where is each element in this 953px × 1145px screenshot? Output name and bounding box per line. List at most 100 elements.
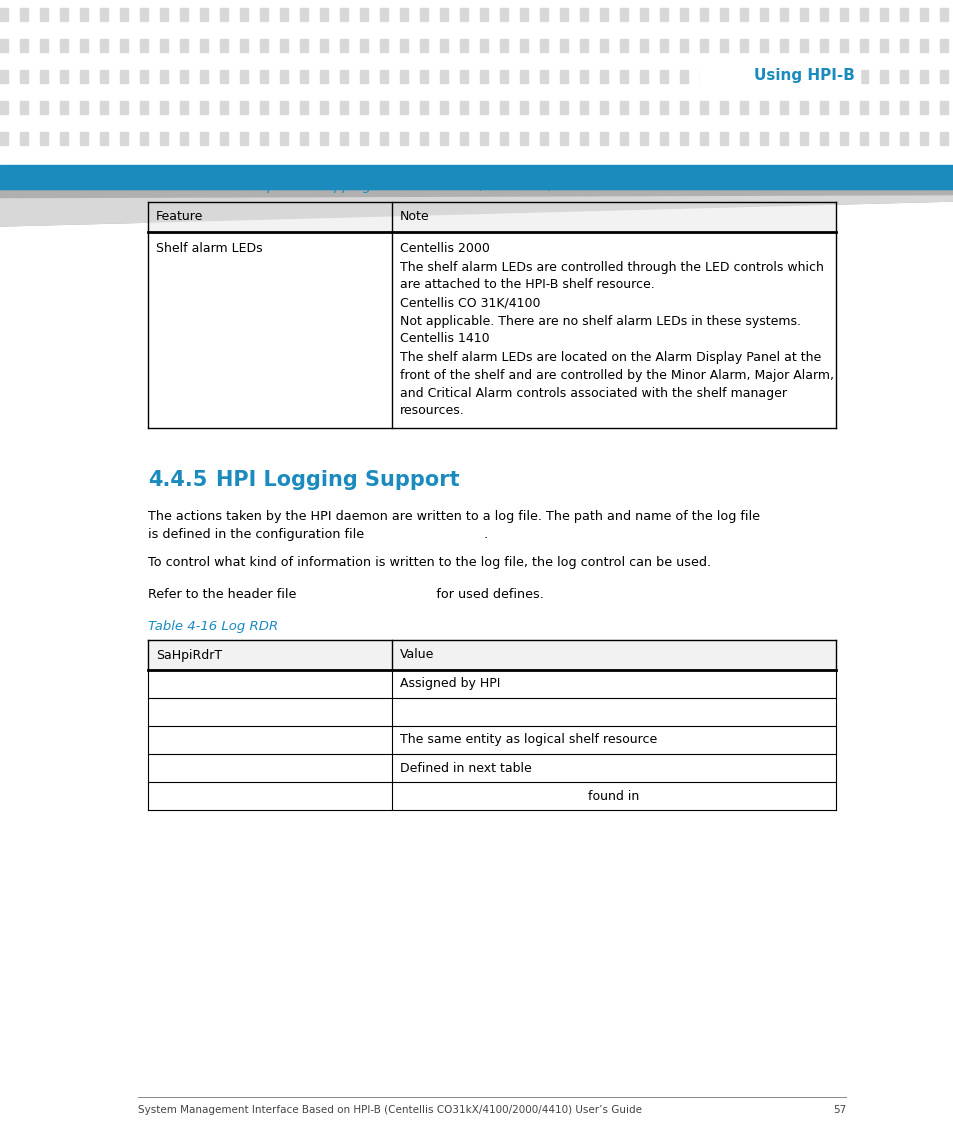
- Bar: [740, 39, 747, 52]
- Bar: [659, 8, 667, 21]
- Bar: [720, 70, 727, 82]
- Bar: [539, 132, 547, 145]
- Text: Using HPI-B: Using HPI-B: [753, 68, 854, 82]
- Bar: [619, 8, 627, 21]
- Bar: [180, 132, 188, 145]
- Bar: [0, 132, 8, 145]
- Bar: [780, 8, 787, 21]
- Bar: [20, 39, 28, 52]
- Bar: [359, 101, 368, 114]
- Bar: [439, 132, 448, 145]
- Bar: [899, 70, 907, 82]
- Bar: [319, 132, 328, 145]
- Bar: [339, 70, 348, 82]
- Bar: [679, 39, 687, 52]
- Bar: [319, 39, 328, 52]
- Bar: [559, 132, 567, 145]
- Bar: [820, 132, 827, 145]
- Bar: [120, 39, 128, 52]
- Bar: [100, 70, 108, 82]
- Text: SaHpiRdrT: SaHpiRdrT: [156, 648, 222, 662]
- Bar: [439, 8, 448, 21]
- Bar: [559, 101, 567, 114]
- Bar: [840, 132, 847, 145]
- Text: Table 4-15 Shelf-Specific Mapping of HPI Controls (continued): Table 4-15 Shelf-Specific Mapping of HPI…: [148, 180, 554, 194]
- Bar: [559, 70, 567, 82]
- Bar: [459, 101, 468, 114]
- Bar: [399, 70, 408, 82]
- Bar: [459, 70, 468, 82]
- Bar: [220, 101, 228, 114]
- Bar: [519, 39, 527, 52]
- Bar: [120, 101, 128, 114]
- Bar: [599, 101, 607, 114]
- Bar: [740, 132, 747, 145]
- Bar: [499, 8, 507, 21]
- Bar: [720, 132, 727, 145]
- Bar: [740, 101, 747, 114]
- Bar: [659, 132, 667, 145]
- Bar: [859, 132, 867, 145]
- Bar: [60, 39, 68, 52]
- Bar: [619, 70, 627, 82]
- Bar: [579, 70, 587, 82]
- Bar: [780, 101, 787, 114]
- Bar: [740, 8, 747, 21]
- Bar: [80, 132, 88, 145]
- Bar: [700, 39, 707, 52]
- Bar: [120, 132, 128, 145]
- Bar: [939, 39, 947, 52]
- Bar: [479, 8, 488, 21]
- Bar: [939, 132, 947, 145]
- Bar: [339, 101, 348, 114]
- Bar: [760, 101, 767, 114]
- Bar: [599, 70, 607, 82]
- Bar: [679, 8, 687, 21]
- Text: Refer to the header file                                   for used defines.: Refer to the header file for used define…: [148, 589, 543, 601]
- Bar: [299, 8, 308, 21]
- Text: 4.4.5: 4.4.5: [148, 469, 207, 490]
- Bar: [100, 39, 108, 52]
- Bar: [260, 101, 268, 114]
- Bar: [939, 8, 947, 21]
- Text: The same entity as logical shelf resource: The same entity as logical shelf resourc…: [399, 734, 657, 747]
- Bar: [800, 101, 807, 114]
- Bar: [339, 8, 348, 21]
- Text: Feature: Feature: [156, 211, 203, 223]
- Bar: [160, 39, 168, 52]
- Bar: [859, 70, 867, 82]
- Bar: [299, 70, 308, 82]
- Bar: [939, 101, 947, 114]
- Text: HPI Logging Support: HPI Logging Support: [215, 469, 459, 490]
- Bar: [180, 70, 188, 82]
- Bar: [180, 101, 188, 114]
- Bar: [319, 70, 328, 82]
- Bar: [519, 8, 527, 21]
- Bar: [879, 132, 887, 145]
- Bar: [0, 70, 8, 82]
- Bar: [439, 101, 448, 114]
- Bar: [499, 39, 507, 52]
- Text: are attached to the HPI-B shelf resource.: are attached to the HPI-B shelf resource…: [399, 278, 654, 292]
- Bar: [359, 8, 368, 21]
- Bar: [820, 39, 827, 52]
- Bar: [899, 132, 907, 145]
- Text: 57: 57: [832, 1105, 845, 1115]
- Bar: [20, 8, 28, 21]
- Bar: [0, 101, 8, 114]
- Bar: [80, 39, 88, 52]
- Bar: [919, 132, 927, 145]
- Bar: [559, 39, 567, 52]
- Bar: [479, 132, 488, 145]
- Bar: [0, 231, 953, 1145]
- Bar: [840, 8, 847, 21]
- Bar: [700, 8, 707, 21]
- Bar: [700, 70, 707, 82]
- Bar: [339, 132, 348, 145]
- Bar: [100, 101, 108, 114]
- Bar: [439, 39, 448, 52]
- Bar: [800, 8, 807, 21]
- Bar: [160, 70, 168, 82]
- Bar: [339, 39, 348, 52]
- Bar: [140, 101, 148, 114]
